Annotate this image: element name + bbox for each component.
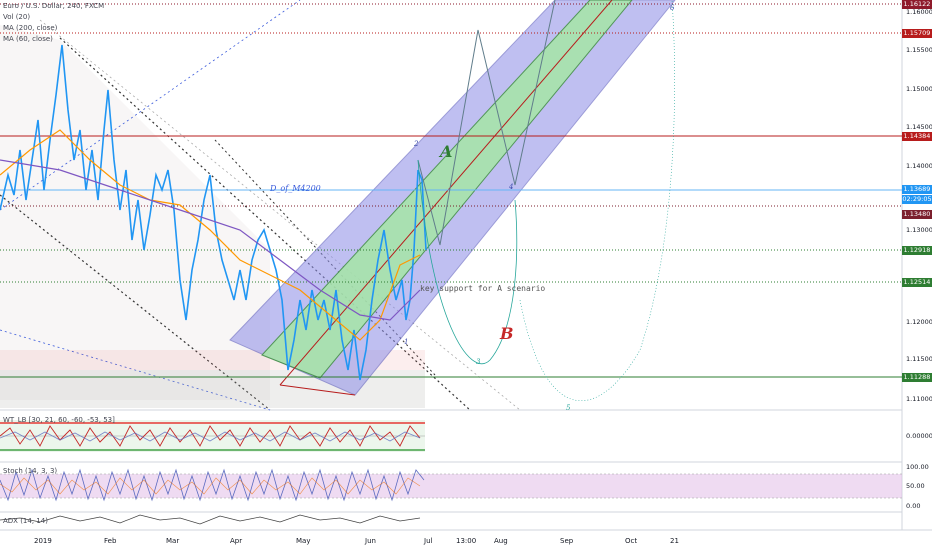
wt-line-2 bbox=[0, 431, 421, 442]
wave-label-5: 5 bbox=[566, 404, 571, 412]
pane-label-stoch[interactable]: Stoch (14, 3, 3) bbox=[3, 467, 58, 475]
projection-curve-long bbox=[519, 0, 675, 401]
stoch-axis-tick: 0.00 bbox=[906, 502, 921, 510]
stoch-band bbox=[0, 474, 902, 498]
time-tick: Aug bbox=[494, 537, 508, 545]
symbol-title[interactable]: Euro / U.S. Dollar, 240, FXCM bbox=[3, 2, 105, 10]
wave-label-3: 3 bbox=[476, 358, 481, 366]
adx-line bbox=[0, 514, 421, 525]
price-tick: 1.15500 bbox=[906, 46, 932, 54]
time-tick: Feb bbox=[104, 537, 117, 545]
ma60-line bbox=[0, 129, 421, 341]
time-tick: Jul bbox=[424, 537, 433, 545]
price-badge-countdown: 02:29:05 bbox=[902, 195, 932, 204]
wave-label-2: 2 bbox=[414, 140, 419, 148]
price-line bbox=[0, 44, 427, 381]
ma200-line bbox=[0, 159, 421, 321]
indicator-ma200[interactable]: MA (200, close) bbox=[3, 24, 58, 32]
stoch-axis-tick: 50.00 bbox=[906, 482, 925, 490]
time-tick: Oct bbox=[625, 537, 638, 545]
pane-label-adx[interactable]: ADX (14, 14) bbox=[3, 517, 48, 525]
price-badge-1-14384[interactable]: 1.14384 bbox=[902, 132, 932, 141]
price-tick: 1.11000 bbox=[906, 395, 932, 403]
price-badge-1-12514[interactable]: 1.12514 bbox=[902, 278, 932, 287]
wave-label-4: 4 bbox=[509, 183, 514, 191]
time-tick: Mar bbox=[166, 537, 180, 545]
annotation-d-of-m[interactable]: D_of_M4200 bbox=[270, 184, 321, 193]
price-badge-1-15709[interactable]: 1.15709 bbox=[902, 29, 932, 38]
pane-label-wt[interactable]: WT_LB [30, 21, 60, -60, -53, 53] bbox=[3, 416, 115, 424]
channel-anchor-line bbox=[279, 384, 356, 396]
price-badge-1-16122[interactable]: 1.16122 bbox=[902, 0, 932, 9]
time-tick: Sep bbox=[560, 537, 574, 545]
stoch-d-line bbox=[0, 477, 421, 495]
annotation-label-a[interactable]: A bbox=[440, 142, 453, 161]
descending-trendline-upper bbox=[59, 37, 471, 411]
wt-line-1 bbox=[0, 425, 421, 447]
ascending-channel-inner bbox=[261, 0, 633, 379]
time-tick: Jun bbox=[365, 537, 376, 545]
projection-zigzag-a bbox=[417, 0, 556, 246]
price-tick: 1.15000 bbox=[906, 85, 932, 93]
dotted-guide bbox=[39, 19, 521, 411]
indicator-ma60[interactable]: MA (60, close) bbox=[3, 35, 53, 43]
price-badge-1-11288[interactable]: 1.11288 bbox=[902, 373, 932, 382]
time-tick: Apr bbox=[230, 537, 243, 545]
time-tick: 13:00 bbox=[456, 537, 477, 545]
descending-channel-fill bbox=[0, 25, 270, 400]
wt-axis-tick: 0.00000 bbox=[906, 432, 932, 440]
price-badge-current[interactable]: 1.13689 bbox=[902, 185, 932, 194]
wave-label-1: 1 bbox=[404, 338, 409, 346]
annotation-key-support[interactable]: key support for A scenario bbox=[420, 284, 546, 293]
indicator-vol[interactable]: Vol (20) bbox=[3, 13, 31, 21]
price-tick: 1.16000 bbox=[906, 8, 932, 16]
price-tick: 1.14500 bbox=[906, 123, 932, 131]
projection-curve-b bbox=[417, 159, 518, 365]
price-badge-1-12918[interactable]: 1.12918 bbox=[902, 246, 932, 255]
stoch-axis-tick: 100.00 bbox=[906, 463, 929, 471]
price-tick: 1.14000 bbox=[906, 162, 932, 170]
time-tick: May bbox=[296, 537, 311, 545]
price-tick: 1.11500 bbox=[906, 355, 932, 363]
time-tick: 21 bbox=[670, 537, 679, 545]
price-badge-1-13480[interactable]: 1.13480 bbox=[902, 210, 932, 219]
price-tick: 1.13000 bbox=[906, 226, 932, 234]
time-tick: 2019 bbox=[34, 537, 52, 545]
annotation-label-b[interactable]: B bbox=[500, 324, 514, 343]
wave-label-6: 6 bbox=[670, 4, 675, 12]
dotted-trend-upper-left bbox=[0, 0, 301, 211]
channel-median-line bbox=[279, 0, 613, 386]
price-tick: 1.12000 bbox=[906, 318, 932, 326]
dotted-trend-lower-left bbox=[0, 329, 271, 411]
